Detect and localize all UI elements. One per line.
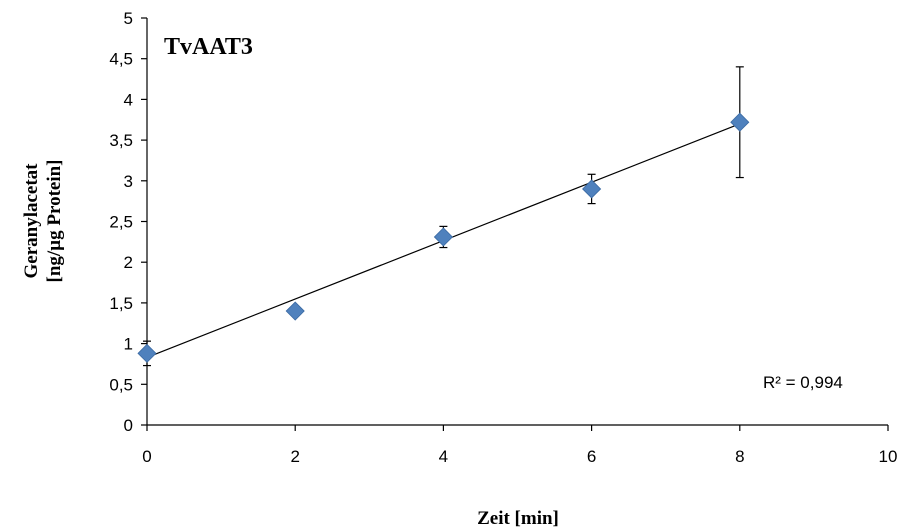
y-axis-title-line-1: Geranylacetat: [21, 163, 42, 279]
y-tick-label: 4: [124, 90, 133, 109]
y-axis-ticks: 0 0,5 1 1,5 2 2,5 3 3,5 4 4,5 5: [109, 9, 147, 435]
x-axis-ticks: 0 2 4 6 8 10: [142, 425, 897, 466]
x-tick-label: 8: [735, 447, 744, 466]
data-point-marker: [137, 343, 157, 363]
x-tick-label: 6: [587, 447, 596, 466]
data-point-marker: [582, 179, 602, 199]
x-tick-label: 0: [142, 447, 151, 466]
y-axis-title-line-2: [ng/µg Protein]: [44, 160, 65, 283]
y-tick-label: 0: [124, 416, 133, 435]
data-point-marker: [433, 227, 453, 247]
y-tick-label: 5: [124, 9, 133, 28]
y-tick-label: 1: [124, 335, 133, 354]
y-tick-label: 2: [124, 253, 133, 272]
data-point-marker: [730, 112, 750, 132]
r-squared-label: R² = 0,994: [763, 373, 843, 392]
x-tick-label: 10: [879, 447, 898, 466]
x-tick-label: 4: [439, 447, 448, 466]
y-tick-label: 3,5: [109, 131, 133, 150]
y-tick-label: 3: [124, 172, 133, 191]
x-tick-label: 2: [290, 447, 299, 466]
chart-title: TvAAT3: [164, 34, 253, 60]
y-tick-label: 1,5: [109, 294, 133, 313]
error-bars: [143, 66, 744, 367]
y-tick-label: 0,5: [109, 375, 133, 394]
data-point-marker: [285, 301, 305, 321]
y-tick-label: 4,5: [109, 50, 133, 69]
x-axis-title: Zeit [min]: [477, 508, 559, 529]
data-points: [137, 112, 750, 363]
y-tick-label: 2,5: [109, 213, 133, 232]
